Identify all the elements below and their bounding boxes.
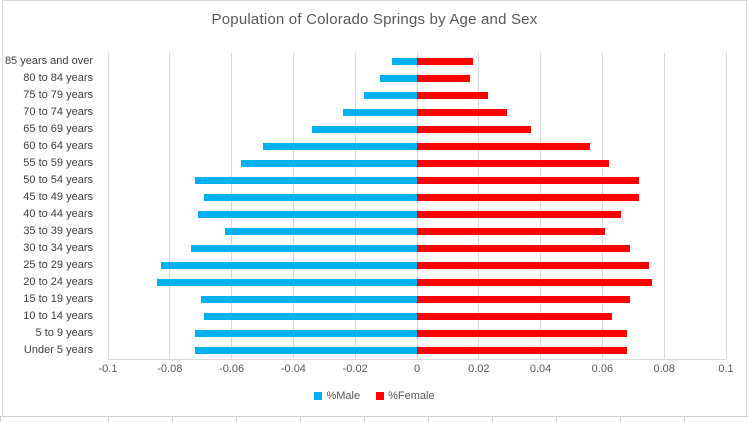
male-bar bbox=[200, 296, 417, 303]
category-label: 55 to 59 years bbox=[23, 157, 93, 169]
male-bar bbox=[342, 109, 417, 116]
category-label: 70 to 74 years bbox=[23, 106, 93, 118]
male-bar bbox=[240, 160, 417, 167]
x-tick-label: 0.04 bbox=[529, 363, 552, 375]
female-bar bbox=[417, 211, 621, 218]
gridline bbox=[601, 53, 603, 359]
female-bar bbox=[417, 296, 631, 303]
male-bar bbox=[311, 126, 417, 133]
gridline bbox=[540, 53, 542, 359]
male-bar bbox=[194, 347, 417, 354]
gridline bbox=[354, 53, 356, 359]
male-bar bbox=[194, 330, 417, 337]
x-tick-label: 0.1 bbox=[718, 363, 734, 375]
female-bar bbox=[417, 160, 609, 167]
female-bar bbox=[417, 109, 507, 116]
category-label: 85 years and over bbox=[4, 55, 93, 67]
x-tick-label: -0.02 bbox=[342, 363, 368, 375]
male-bar bbox=[379, 75, 417, 82]
female-bar bbox=[417, 313, 612, 320]
x-tick-label: 0.06 bbox=[591, 363, 614, 375]
gridline bbox=[478, 53, 480, 359]
category-label: 10 to 14 years bbox=[23, 310, 93, 322]
category-label: 15 to 19 years bbox=[23, 293, 93, 305]
gridline bbox=[107, 53, 109, 359]
x-tick-label: -0.1 bbox=[98, 363, 118, 375]
category-label: 65 to 69 years bbox=[23, 123, 93, 135]
female-bar bbox=[417, 228, 606, 235]
gridline bbox=[231, 53, 233, 359]
category-label: 75 to 79 years bbox=[23, 89, 93, 101]
male-bar bbox=[203, 194, 417, 201]
x-tick-label: 0.02 bbox=[468, 363, 490, 375]
category-label: 30 to 34 years bbox=[23, 242, 93, 254]
category-label: 20 to 24 years bbox=[23, 276, 93, 288]
female-bar bbox=[417, 262, 649, 269]
category-label: Under 5 years bbox=[23, 344, 93, 356]
male-bar bbox=[191, 245, 417, 252]
legend-item-male[interactable]: %Male bbox=[314, 390, 360, 402]
male-bar bbox=[157, 279, 417, 286]
male-bar bbox=[203, 313, 417, 320]
female-bar bbox=[417, 330, 628, 337]
female-legend-swatch bbox=[376, 392, 385, 400]
male-legend-label: %Male bbox=[326, 390, 361, 402]
x-tick-label: -0.08 bbox=[157, 363, 183, 375]
category-label: 45 to 49 years bbox=[23, 191, 93, 203]
female-bar bbox=[417, 75, 470, 82]
worksheet-gridlines bbox=[0, 416, 748, 422]
x-tick-label: 0.08 bbox=[653, 363, 675, 375]
female-bar bbox=[417, 279, 652, 286]
gridline bbox=[292, 53, 294, 359]
category-label: 50 to 54 years bbox=[23, 174, 93, 186]
female-bar bbox=[417, 194, 640, 201]
male-bar bbox=[262, 143, 417, 150]
gridline bbox=[663, 53, 665, 359]
chart-title: Population of Colorado Springs by Age an… bbox=[211, 11, 538, 28]
legend-item-female[interactable]: %Female bbox=[376, 390, 435, 402]
x-tick-label: -0.06 bbox=[219, 363, 245, 375]
category-label: 5 to 9 years bbox=[35, 327, 93, 339]
category-label: 40 to 44 years bbox=[23, 208, 93, 220]
category-label: 35 to 39 years bbox=[23, 225, 93, 237]
female-bar bbox=[417, 58, 473, 65]
category-axis: 85 years and over 80 to 84 years 75 to 79 … bbox=[3, 53, 99, 359]
gridline bbox=[416, 53, 418, 359]
male-bar bbox=[194, 177, 417, 184]
female-bar bbox=[417, 245, 631, 252]
male-legend-swatch bbox=[314, 392, 323, 400]
x-tick-label: 0 bbox=[413, 363, 421, 375]
x-tick-label: -0.04 bbox=[280, 363, 306, 375]
category-label: 60 to 64 years bbox=[23, 140, 93, 152]
female-legend-label: %Female bbox=[388, 390, 435, 402]
female-bar bbox=[417, 177, 640, 184]
category-label: 80 to 84 years bbox=[23, 72, 93, 84]
legend: %Male %Female bbox=[3, 390, 746, 402]
gridline bbox=[725, 53, 727, 359]
male-bar bbox=[225, 228, 417, 235]
female-bar bbox=[417, 347, 628, 354]
female-bar bbox=[417, 143, 591, 150]
category-label: 25 to 29 years bbox=[23, 259, 93, 271]
female-bar bbox=[417, 126, 532, 133]
male-bar bbox=[364, 92, 417, 99]
male-bar bbox=[392, 58, 417, 65]
female-bar bbox=[417, 92, 489, 99]
gridline bbox=[169, 53, 171, 359]
value-axis: -0.1 -0.08 -0.06 -0.04 -0.02 0 0.02 0.04 0.06 0.0… bbox=[99, 363, 734, 377]
plot-area bbox=[107, 53, 727, 360]
male-bar bbox=[197, 211, 417, 218]
male-bar bbox=[160, 262, 417, 269]
